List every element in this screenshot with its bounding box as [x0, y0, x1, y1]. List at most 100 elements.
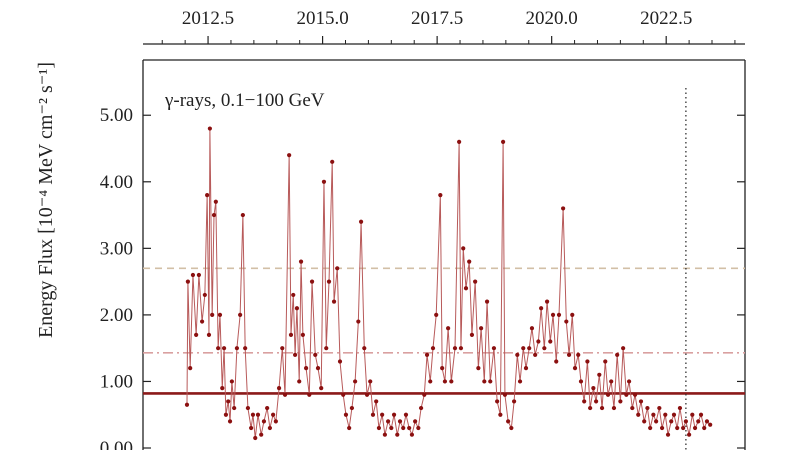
- data-point: [370, 412, 376, 417]
- data-point: [561, 206, 566, 211]
- data-point: [307, 392, 312, 397]
- data-point: [358, 219, 364, 224]
- data-point: [692, 425, 698, 431]
- data-point: [442, 379, 448, 384]
- data-point: [216, 346, 221, 351]
- data-point: [362, 346, 367, 351]
- data-point: [576, 352, 581, 357]
- data-point: [585, 359, 590, 364]
- data-point: [511, 399, 517, 404]
- data-point: [502, 392, 508, 397]
- data-point: [675, 425, 680, 431]
- data-point: [341, 392, 346, 397]
- data-point: [533, 352, 538, 357]
- data-point: [238, 312, 243, 317]
- data-point: [418, 405, 424, 411]
- data-point: [665, 432, 671, 437]
- data-point: [309, 279, 315, 284]
- data-point: [495, 399, 500, 404]
- data-point: [249, 425, 254, 431]
- data-point: [473, 279, 478, 284]
- data-point: [343, 412, 349, 417]
- data-point: [413, 419, 418, 424]
- data-point: [205, 193, 210, 198]
- annotation: γ-rays, 0.1−100 GeV: [164, 90, 325, 111]
- data-point: [669, 419, 674, 424]
- data-point: [506, 419, 511, 424]
- data-point: [185, 279, 190, 284]
- data-point: [368, 379, 373, 384]
- y-tick-label: 2.00: [100, 305, 133, 326]
- data-point: [315, 366, 321, 371]
- data-point: [536, 339, 541, 344]
- data-point: [347, 425, 352, 431]
- data-point: [570, 312, 575, 317]
- data-point: [276, 386, 282, 391]
- series-line: [186, 128, 711, 439]
- data-point: [588, 405, 593, 411]
- data-point: [243, 346, 248, 351]
- data-point: [632, 392, 638, 397]
- data-point: [271, 412, 276, 417]
- data-point: [330, 159, 335, 164]
- data-point: [467, 259, 472, 264]
- data-point: [603, 359, 608, 364]
- data-point: [234, 346, 240, 351]
- data-point: [250, 412, 256, 417]
- data-point: [261, 419, 267, 424]
- data-point: [267, 425, 273, 431]
- data-point: [217, 312, 223, 317]
- data-point: [391, 412, 397, 417]
- data-point: [449, 379, 454, 384]
- data-point: [397, 419, 403, 424]
- data-point: [457, 139, 462, 144]
- data-point: [376, 425, 382, 431]
- data-point: [599, 405, 605, 411]
- data-point: [618, 399, 623, 404]
- data-point: [210, 312, 215, 317]
- data-point: [708, 422, 713, 427]
- data-point: [624, 392, 629, 397]
- data-point: [202, 292, 207, 298]
- data-point: [539, 306, 544, 311]
- data-point: [337, 359, 343, 364]
- data-point: [605, 392, 611, 397]
- data-point: [681, 425, 686, 431]
- data-point: [407, 425, 412, 431]
- data-point: [651, 412, 656, 417]
- y-tick-label: 4.00: [100, 172, 133, 193]
- data-point: [428, 379, 433, 384]
- data-point: [245, 405, 251, 411]
- data-point: [657, 405, 662, 411]
- data-point: [293, 352, 298, 357]
- x-tick-label: 2022.5: [640, 8, 692, 29]
- data-point: [671, 412, 677, 417]
- data-point: [253, 435, 258, 441]
- data-point: [288, 332, 294, 337]
- data-point: [556, 312, 562, 317]
- data-point: [663, 412, 668, 417]
- data-point: [548, 339, 553, 344]
- data-point: [609, 379, 614, 384]
- data-point: [696, 419, 701, 424]
- data-point: [297, 379, 302, 384]
- data-point: [190, 272, 196, 278]
- data-point: [594, 399, 599, 404]
- data-point: [626, 379, 632, 384]
- data-point: [188, 366, 193, 371]
- data-point: [621, 346, 626, 351]
- data-point: [498, 412, 503, 417]
- data-point: [542, 346, 547, 351]
- data-point: [690, 412, 695, 417]
- data-point: [440, 366, 445, 371]
- y-axis-label: Energy Flux [10⁻⁴ MeV cm⁻² s⁻¹]: [35, 62, 57, 338]
- data-point: [401, 425, 406, 431]
- data-point: [645, 405, 650, 411]
- data-point: [226, 399, 231, 404]
- data-point: [501, 139, 506, 144]
- data-point: [615, 352, 620, 357]
- data-point: [356, 319, 361, 324]
- data-point: [438, 193, 443, 198]
- data-point: [206, 332, 212, 337]
